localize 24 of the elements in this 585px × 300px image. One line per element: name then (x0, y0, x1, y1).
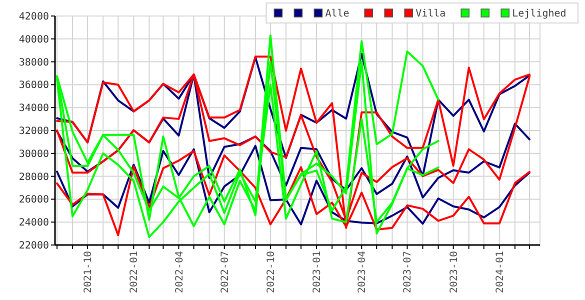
y-tick-label: 22000 (18, 240, 49, 252)
x-tick-label: 2023-04 (357, 251, 368, 294)
x-tick-label: 2022-04 (174, 251, 186, 294)
y-tick-label: 38000 (18, 57, 49, 68)
x-tick-label: 2022-01 (129, 251, 140, 294)
x-tick-label: 2023-07 (402, 251, 414, 294)
x-tick-label: 2021-10 (83, 251, 94, 294)
legend-label: Villa (416, 8, 446, 20)
y-tick-label: 28000 (18, 172, 49, 183)
y-tick-label: 32000 (18, 126, 49, 137)
y-tick-label: 40000 (18, 34, 49, 46)
x-tick-label: 2022-07 (220, 251, 231, 294)
legend-label: Alle (325, 8, 350, 20)
y-tick-label: 34000 (18, 103, 49, 114)
y-tick-label: 42000 (18, 12, 49, 22)
x-tick-label: 2022-10 (266, 251, 277, 294)
y-tick-label: 24000 (18, 218, 49, 229)
legend-label: Lejlighed (512, 8, 566, 20)
y-tick-label: 26000 (18, 194, 49, 206)
y-tick-label: 36000 (18, 80, 49, 92)
y-tick-label: 30000 (18, 148, 49, 160)
x-tick-label: 2023-01 (312, 251, 324, 294)
x-tick-label: 2023-10 (448, 251, 460, 294)
x-tick-label: 2024-01 (494, 251, 506, 294)
